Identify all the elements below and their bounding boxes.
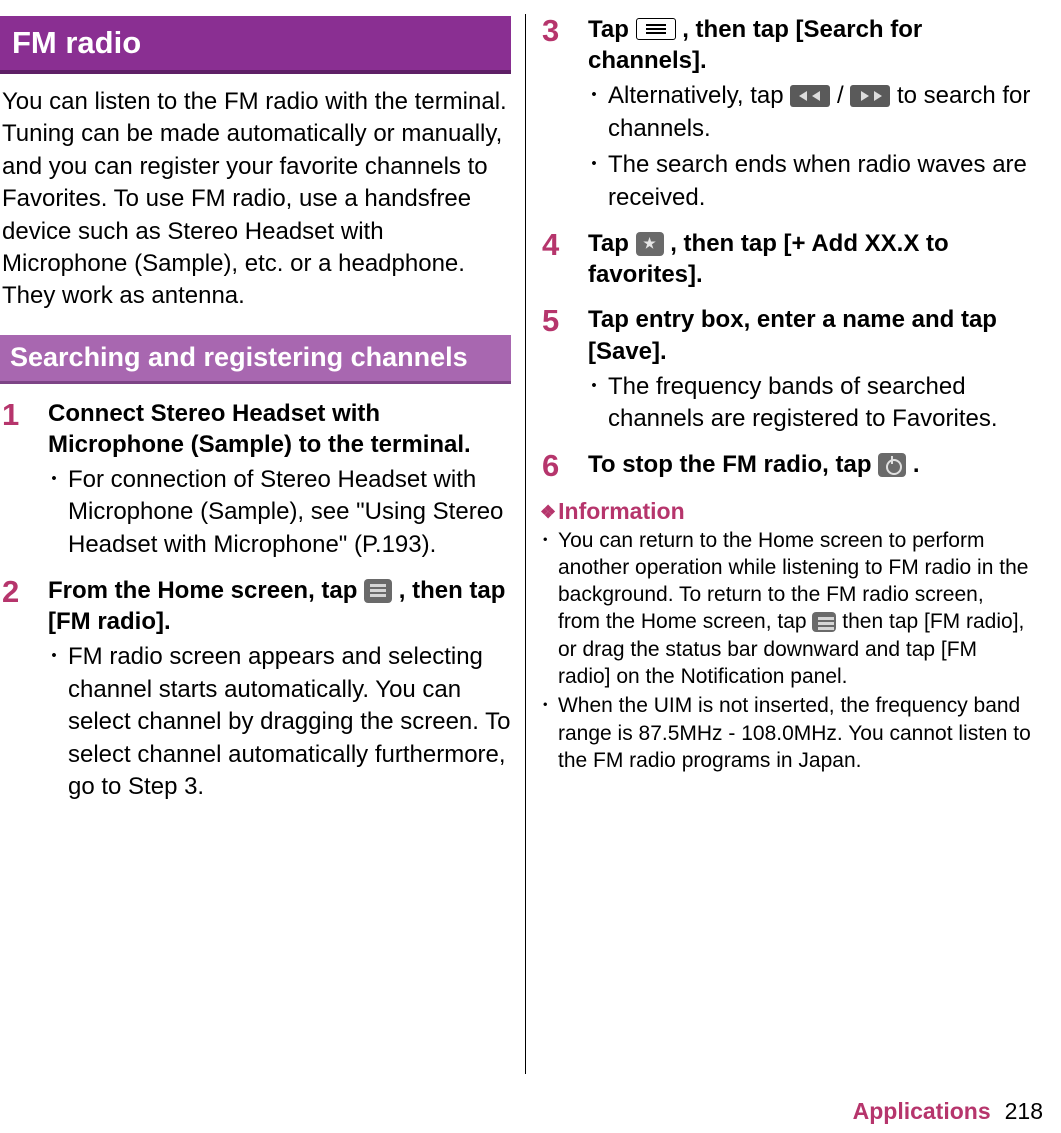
diamond-icon: ❖ — [540, 502, 556, 523]
step-2: 2 From the Home screen, tap , then tap [… — [0, 575, 511, 803]
bullet-dot: ･ — [588, 149, 608, 214]
apps-icon — [812, 612, 836, 632]
step-body: Tap entry box, enter a name and tap [Sav… — [588, 304, 1031, 435]
bullet-part-a: Alternatively, tap — [608, 82, 790, 109]
bullet-text: The search ends when radio waves are rec… — [608, 149, 1031, 214]
step-title: To stop the FM radio, tap . — [588, 449, 1031, 480]
step-body: Tap , then tap [Search for channels]. ･ … — [588, 14, 1031, 214]
footer-page-number: 218 — [1005, 1098, 1043, 1124]
step-title-part-a: Tap — [588, 16, 636, 43]
bullet-dot: ･ — [588, 80, 608, 145]
menu-key-icon — [636, 18, 676, 40]
bullet-item: ･ The search ends when radio waves are r… — [588, 149, 1031, 214]
apps-icon — [364, 579, 392, 603]
step-title-part-a: From the Home screen, tap — [48, 577, 364, 604]
information-label: Information — [558, 498, 685, 524]
bullet-part-b: / — [830, 82, 850, 109]
seek-forward-icon — [850, 85, 890, 107]
page-footer: Applications 218 — [853, 1098, 1043, 1125]
bullet-dot: ･ — [48, 464, 68, 561]
step-1: 1 Connect Stereo Headset with Microphone… — [0, 398, 511, 562]
bullet-item: ･ Alternatively, tap / to search for cha… — [588, 80, 1031, 145]
bullet-dot: ･ — [540, 527, 558, 691]
bullet-item: ･ FM radio screen appears and selecting … — [48, 641, 511, 803]
step-number: 3 — [542, 14, 588, 214]
step-4: 4 Tap , then tap [+ Add XX.X to favorite… — [540, 228, 1031, 290]
bullet-text: FM radio screen appears and selecting ch… — [68, 641, 511, 803]
bullet-text: The frequency bands of searched channels… — [608, 371, 1031, 436]
footer-section-label: Applications — [853, 1098, 991, 1124]
bullet-dot: ･ — [540, 692, 558, 774]
intro-paragraph: You can listen to the FM radio with the … — [0, 84, 511, 313]
bullet-dot: ･ — [48, 641, 68, 803]
information-heading: ❖Information — [540, 498, 1031, 525]
step-number: 5 — [542, 304, 588, 435]
step-body: Connect Stereo Headset with Microphone (… — [48, 398, 511, 562]
power-icon — [878, 453, 906, 477]
step-title: Tap entry box, enter a name and tap [Sav… — [588, 304, 1031, 366]
bullet-text: When the UIM is not inserted, the freque… — [558, 692, 1031, 774]
step-title: Tap , then tap [Search for channels]. — [588, 14, 1031, 76]
step-title-part-b: . — [906, 451, 919, 478]
bullet-text: For connection of Stereo Headset with Mi… — [68, 464, 511, 561]
page-columns: FM radio You can listen to the FM radio … — [0, 0, 1061, 1070]
heading-searching: Searching and registering channels — [0, 335, 511, 384]
info-bullet-1: ･ You can return to the Home screen to p… — [540, 527, 1031, 691]
step-title-part-a: Tap — [588, 230, 636, 257]
bullet-item: ･ For connection of Stereo Headset with … — [48, 464, 511, 561]
step-body: From the Home screen, tap , then tap [FM… — [48, 575, 511, 803]
right-column: 3 Tap , then tap [Search for channels]. … — [526, 14, 1051, 1070]
step-5: 5 Tap entry box, enter a name and tap [S… — [540, 304, 1031, 435]
bullet-item: ･ The frequency bands of searched channe… — [588, 371, 1031, 436]
bullet-text: You can return to the Home screen to per… — [558, 527, 1031, 691]
step-number: 1 — [2, 398, 48, 562]
step-title-part-a: To stop the FM radio, tap — [588, 451, 878, 478]
step-number: 2 — [2, 575, 48, 803]
bullet-dot: ･ — [588, 371, 608, 436]
bullet-text: Alternatively, tap / to search for chann… — [608, 80, 1031, 145]
step-number: 4 — [542, 228, 588, 290]
step-body: Tap , then tap [+ Add XX.X to favorites]… — [588, 228, 1031, 290]
seek-back-icon — [790, 85, 830, 107]
step-title: From the Home screen, tap , then tap [FM… — [48, 575, 511, 637]
step-6: 6 To stop the FM radio, tap . — [540, 449, 1031, 483]
left-column: FM radio You can listen to the FM radio … — [0, 14, 525, 1070]
star-icon — [636, 232, 664, 256]
step-3: 3 Tap , then tap [Search for channels]. … — [540, 14, 1031, 214]
info-bullet-2: ･ When the UIM is not inserted, the freq… — [540, 692, 1031, 774]
step-title: Connect Stereo Headset with Microphone (… — [48, 398, 511, 460]
step-number: 6 — [542, 449, 588, 483]
step-title: Tap , then tap [+ Add XX.X to favorites]… — [588, 228, 1031, 290]
step-body: To stop the FM radio, tap . — [588, 449, 1031, 483]
heading-fm-radio: FM radio — [0, 16, 511, 74]
